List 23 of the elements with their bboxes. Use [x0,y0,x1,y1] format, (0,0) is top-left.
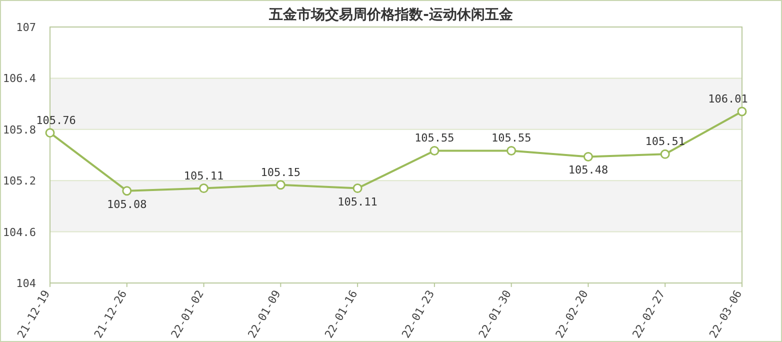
point [660,149,670,159]
point [737,106,747,116]
data-label: 105.11 [338,195,378,208]
data-label: 105.48 [568,164,608,177]
y-tick-label: 106.4 [2,72,36,86]
y-tick-label: 107 [16,21,36,34]
point [506,146,516,156]
data-label: 105.08 [107,198,147,211]
point [583,152,593,162]
data-label: 105.51 [645,135,685,148]
data-label: 105.76 [36,114,76,127]
point [45,128,55,138]
data-label: 105.55 [491,132,532,145]
y-tick-label: 104 [16,277,36,290]
y-tick-label: 104.6 [2,226,36,239]
data-label: 106.01 [708,92,748,106]
title: 五金市场交易周价格指数-运动休闲五金 [269,7,513,23]
data-label: 105.11 [184,169,224,182]
y-tick-label: 105.8 [2,123,36,136]
point [430,146,440,156]
data-label: 105.55 [414,132,454,145]
data-label: 105.15 [260,166,301,179]
y-tick-label: 105.2 [2,174,36,188]
